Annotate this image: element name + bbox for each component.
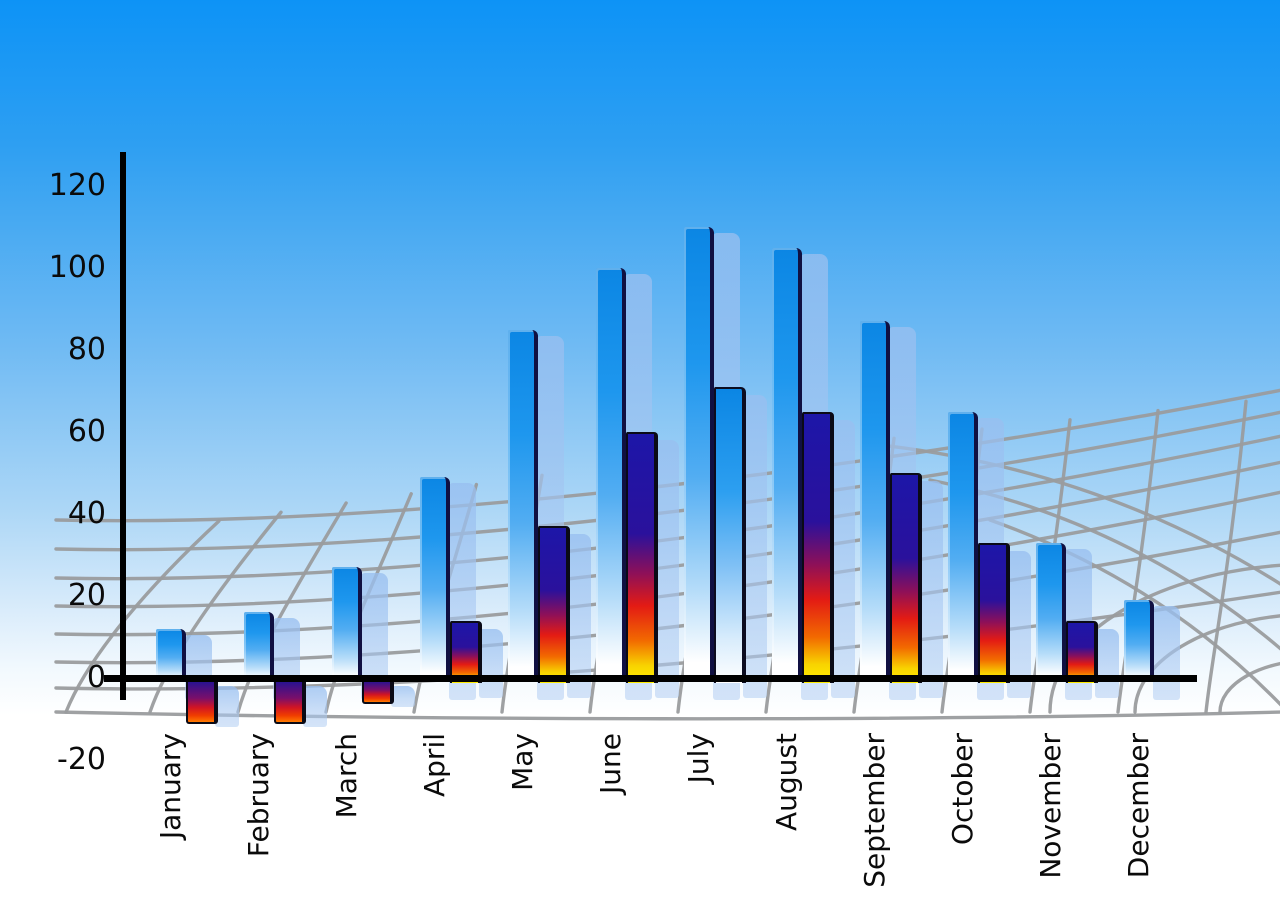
x-label-august: August <box>770 733 803 831</box>
bar-secondary-july <box>714 386 746 683</box>
y-tick-label-60: 60 <box>67 414 106 449</box>
x-label-february: February <box>242 733 275 858</box>
x-axis-zero-line <box>104 675 1197 682</box>
bar-secondary-november <box>1066 620 1098 683</box>
bar-secondary-january <box>186 681 218 724</box>
bar-secondary-may <box>538 526 570 683</box>
shadow-secondary-march <box>391 686 415 707</box>
bar-primary-december <box>1124 600 1154 681</box>
bar-primary-november <box>1036 542 1066 681</box>
bar-primary-march <box>332 567 362 681</box>
y-tick-label-40: 40 <box>67 496 106 531</box>
x-label-may: May <box>506 733 539 791</box>
bar-secondary-september <box>890 473 922 683</box>
shadow-secondary-september <box>919 481 943 698</box>
bar-secondary-february <box>274 681 306 724</box>
bar-primary-february <box>244 612 274 681</box>
shadow-secondary-may <box>567 534 591 698</box>
shadow-primary-december <box>1153 606 1180 700</box>
x-label-january: January <box>154 733 187 840</box>
shadow-secondary-november <box>1095 628 1119 698</box>
shadow-secondary-february <box>303 686 327 727</box>
bar-primary-july <box>684 227 714 681</box>
shadow-secondary-october <box>1007 550 1031 698</box>
y-tick-label-0: 0 <box>86 660 106 695</box>
bar-secondary-august <box>802 411 834 683</box>
bar-primary-april <box>420 477 450 681</box>
x-label-november: November <box>1034 733 1067 879</box>
bar-secondary-april <box>450 620 482 683</box>
shadow-secondary-april <box>479 628 503 698</box>
y-tick-label-20: 20 <box>67 578 106 613</box>
shadow-secondary-august <box>831 419 855 698</box>
bar-primary-august <box>772 247 802 681</box>
x-label-july: July <box>682 733 715 784</box>
x-label-june: June <box>594 733 627 794</box>
x-label-march: March <box>330 733 363 819</box>
bar-primary-may <box>508 329 538 681</box>
bar-primary-june <box>596 268 626 681</box>
y-axis-line <box>120 152 126 700</box>
y-tick-label-80: 80 <box>67 332 106 367</box>
y-tick-label-100: 100 <box>48 250 106 285</box>
bar-primary-october <box>948 411 978 681</box>
y-tick-label-120: 120 <box>48 168 106 203</box>
y-tick-label--20: -20 <box>57 742 106 777</box>
shadow-secondary-january <box>215 686 239 727</box>
bar-primary-january <box>156 628 186 681</box>
x-label-september: September <box>858 733 891 888</box>
shadow-secondary-july <box>743 394 767 698</box>
shadow-secondary-june <box>655 440 679 698</box>
x-label-october: October <box>946 733 979 846</box>
bar-secondary-march <box>362 681 394 704</box>
bar-secondary-june <box>626 432 658 683</box>
bar-primary-september <box>860 321 890 681</box>
x-label-april: April <box>418 733 451 797</box>
x-label-december: December <box>1122 733 1155 879</box>
bar-secondary-october <box>978 542 1010 683</box>
